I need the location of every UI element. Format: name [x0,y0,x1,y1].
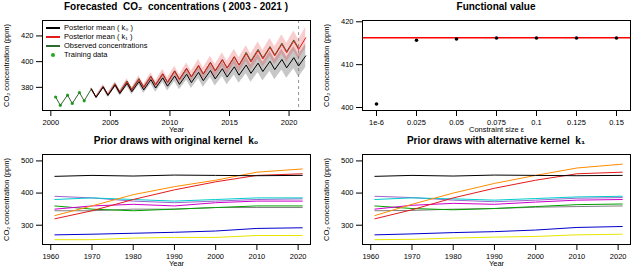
svg-text:2000: 2000 [527,252,544,261]
svg-text:1970: 1970 [404,252,421,261]
svg-text:1970: 1970 [84,252,101,261]
svg-text:1960: 1960 [362,252,379,261]
svg-text:2020: 2020 [290,252,307,261]
svg-text:2015: 2015 [221,118,238,127]
svg-text:2010: 2010 [249,252,266,261]
html-text:Forecasted CO₂ concentrations: Forecasted CO₂ concentrations ( 2003 - 2… [64,1,288,12]
svg-text:400: 400 [21,57,34,66]
svg-text:2010: 2010 [161,117,179,127]
svg-text:CO₂ concentration (ppm): CO₂ concentration (ppm) [2,24,11,107]
svg-text:300: 300 [21,221,34,230]
svg-text:1e-6: 1e-6 [369,118,384,127]
html-text:Posterior mean ( k₀ ): Posterior mean ( k₀ ) [64,23,133,32]
html-text:Prior draws with alternative k: Prior draws with alternative kernel k₁ [407,135,585,146]
svg-text:380: 380 [21,83,34,92]
svg-text:2020: 2020 [281,118,298,127]
svg-text:1980: 1980 [445,252,462,261]
svg-text:Year: Year [489,259,505,268]
svg-text:500: 500 [21,156,34,165]
svg-text:2005: 2005 [102,118,119,127]
svg-text:1980: 1980 [125,252,142,261]
html-text:Prior draws with original kern: Prior draws with original kernel k₀ [93,135,259,146]
html-text:Observed concentrations: Observed concentrations [64,41,148,50]
html-text:Training data: Training data [64,50,108,59]
svg-text:Year: Year [169,125,185,134]
svg-text:CO₂ concentration (ppm): CO₂ concentration (ppm) [322,158,331,241]
svg-text:500: 500 [341,156,354,165]
svg-text:300: 300 [341,221,354,230]
svg-text:0.15: 0.15 [609,118,624,127]
svg-text:Year: Year [169,259,185,268]
svg-text:2010: 2010 [569,252,586,261]
html-text:Functional value: Functional value [456,1,536,12]
svg-text:400: 400 [341,188,354,197]
svg-text:0.125: 0.125 [567,118,586,127]
svg-text:420: 420 [341,17,354,26]
svg-text:CO₂ concentration (ppm): CO₂ concentration (ppm) [322,24,331,107]
svg-text:1990: 1990 [486,251,503,261]
svg-text:CO₂ concentration (ppm): CO₂ concentration (ppm) [2,158,11,241]
svg-text:1990: 1990 [166,251,183,261]
html-text:Posterior mean ( k₁ ): Posterior mean ( k₁ ) [64,32,133,41]
svg-text:0.1: 0.1 [531,118,541,127]
svg-text:0.025: 0.025 [407,118,426,127]
svg-text:400: 400 [341,103,354,112]
svg-text:0.05: 0.05 [449,118,464,127]
svg-text:2000: 2000 [207,252,224,261]
svg-text:400: 400 [21,188,34,197]
svg-text:420: 420 [21,31,34,40]
svg-text:2000: 2000 [42,118,59,127]
svg-text:Constraint size ε: Constraint size ε [469,125,525,134]
svg-text:2020: 2020 [610,252,627,261]
svg-text:0.075: 0.075 [487,117,506,127]
svg-text:410: 410 [341,60,354,69]
svg-text:1960: 1960 [42,252,59,261]
